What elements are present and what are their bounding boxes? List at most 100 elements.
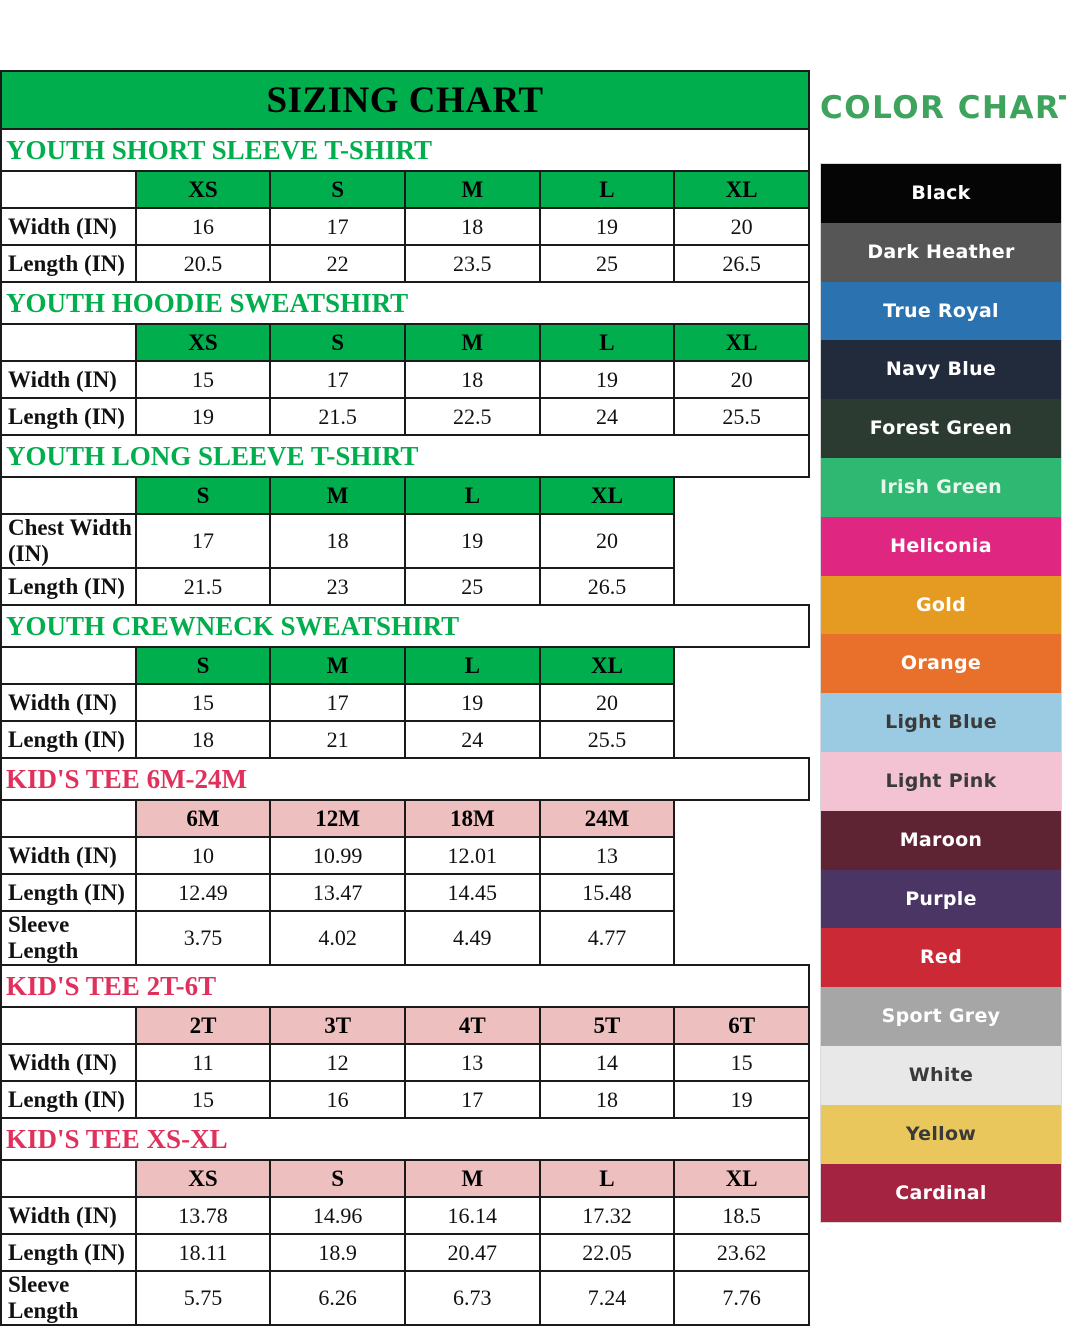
sizing-corner-cell [0, 1006, 137, 1045]
sizing-column-header-row: XS S M L XL [0, 1159, 810, 1198]
sizing-value-cell: 4.49 [403, 910, 541, 966]
sizing-column-header: XS [134, 170, 272, 209]
color-swatch: Light Pink [821, 751, 1061, 811]
sizing-value-cell: 25.5 [538, 720, 676, 759]
sizing-value-cell: 17 [269, 360, 406, 399]
sizing-spacer-cell [674, 647, 809, 684]
sizing-column-header: 2T [134, 1006, 272, 1045]
sizing-chart-table: SIZING CHART YOUTH SHORT SLEEVE T-SHIRT XS… [0, 70, 810, 1326]
color-swatch: Purple [821, 869, 1061, 929]
sizing-corner-cell [0, 799, 137, 838]
sizing-row-label: Width (IN) [0, 360, 137, 399]
sizing-value-cell: 18 [538, 1080, 676, 1119]
sizing-corner-cell [0, 646, 137, 685]
sizing-value-cell: 25.5 [673, 397, 810, 436]
sizing-column-header: S [269, 170, 406, 209]
color-swatch: Heliconia [821, 516, 1061, 576]
sizing-value-cell: 25 [403, 567, 541, 606]
sizing-column-header: XL [673, 170, 810, 209]
table-row: Width (IN) 15 17 19 20 [0, 683, 809, 722]
sizing-value-cell: 6.26 [269, 1270, 406, 1326]
sizing-value-cell: 7.76 [673, 1270, 810, 1326]
sizing-value-cell: 3.75 [134, 910, 272, 966]
sizing-row-label: Chest Width (IN) [0, 513, 137, 569]
sizing-value-cell: 19 [673, 1080, 810, 1119]
sizing-value-cell: 23 [269, 567, 406, 606]
color-swatch: Gold [821, 575, 1061, 635]
sizing-chart-title: SIZING CHART [0, 70, 810, 130]
sizing-corner-cell [0, 323, 137, 362]
sizing-section-title: YOUTH LONG SLEEVE T-SHIRT [0, 434, 810, 478]
sizing-value-cell: 17 [134, 513, 272, 569]
sizing-value-cell: 5.75 [134, 1270, 272, 1326]
sizing-value-cell: 18.9 [269, 1233, 406, 1272]
sizing-spacer-cell [674, 911, 809, 965]
sizing-value-cell: 16 [134, 207, 272, 246]
sizing-spacer-cell [674, 874, 809, 911]
sizing-column-header: L [538, 1159, 676, 1198]
sizing-chart-title-row: SIZING CHART [0, 70, 810, 130]
sizing-column-header: XS [134, 323, 272, 362]
color-chart-title: COLOR CHART [820, 90, 1066, 126]
sizing-row-label: Length (IN) [0, 567, 137, 606]
sizing-value-cell: 20.47 [403, 1233, 541, 1272]
sizing-value-cell: 11 [134, 1043, 272, 1082]
sizing-column-header: M [403, 323, 541, 362]
color-swatch: White [821, 1045, 1061, 1105]
sizing-row-label: Length (IN) [0, 244, 137, 283]
sizing-value-cell: 20 [538, 513, 676, 569]
sizing-column-header: L [538, 323, 676, 362]
sizing-column-header: 24M [538, 799, 676, 838]
table-row: Length (IN) 21.5 23 25 26.5 [0, 567, 809, 606]
sizing-value-cell: 20 [673, 360, 810, 399]
table-row: Width (IN) 15 17 18 19 20 [0, 360, 810, 399]
sizing-column-header-row: S M L XL [0, 646, 809, 685]
sizing-value-cell: 4.77 [538, 910, 676, 966]
color-swatch: Cardinal [821, 1163, 1061, 1223]
sizing-value-cell: 12 [269, 1043, 406, 1082]
sizing-section-heading-row: YOUTH HOODIE SWEATSHIRT [0, 281, 810, 325]
sizing-section-heading-row: KID'S TEE XS-XL [0, 1117, 810, 1161]
table-row: Sleeve Length 5.75 6.26 6.73 7.24 7.76 [0, 1270, 810, 1326]
sizing-corner-cell [0, 170, 137, 209]
sizing-value-cell: 10.99 [269, 836, 406, 875]
sizing-value-cell: 17.32 [538, 1196, 676, 1235]
sizing-value-cell: 18.11 [134, 1233, 272, 1272]
sizing-spacer-cell [674, 721, 809, 758]
sizing-corner-cell [0, 1159, 137, 1198]
sizing-value-cell: 10 [134, 836, 272, 875]
sizing-column-header: L [403, 476, 541, 515]
sizing-spacer-cell [674, 684, 809, 721]
color-chart-panel: COLOR CHART Black Dark Heather True Royal N… [820, 78, 1066, 1224]
sizing-column-header: XL [538, 476, 676, 515]
sizing-section-heading-row: YOUTH LONG SLEEVE T-SHIRT [0, 434, 810, 478]
table-row: Length (IN) 18 21 24 25.5 [0, 720, 809, 759]
sizing-value-cell: 19 [403, 513, 541, 569]
sizing-row-label: Width (IN) [0, 836, 137, 875]
table-row: Width (IN) 11 12 13 14 15 [0, 1043, 810, 1082]
sizing-column-header: 3T [269, 1006, 406, 1045]
sizing-column-header: 5T [538, 1006, 676, 1045]
sizing-value-cell: 20.5 [134, 244, 272, 283]
sizing-value-cell: 13 [538, 836, 676, 875]
sizing-column-header: XL [673, 1159, 810, 1198]
sizing-value-cell: 19 [538, 207, 676, 246]
sizing-column-header: XS [134, 1159, 272, 1198]
sizing-value-cell: 15 [134, 360, 272, 399]
sizing-column-header-row: XS S M L XL [0, 170, 810, 209]
sizing-value-cell: 18 [269, 513, 406, 569]
sizing-column-header: L [403, 646, 541, 685]
sizing-value-cell: 4.02 [269, 910, 406, 966]
sizing-value-cell: 16.14 [403, 1196, 541, 1235]
sizing-section-title: KID'S TEE 2T-6T [0, 964, 810, 1008]
sizing-value-cell: 15 [134, 683, 272, 722]
sizing-column-header: S [134, 646, 272, 685]
sizing-value-cell: 12.49 [134, 873, 272, 912]
color-swatch: Yellow [821, 1104, 1061, 1164]
sizing-column-header: S [269, 323, 406, 362]
sizing-column-header-row: S M L XL [0, 476, 809, 515]
sizing-column-header-row: XS S M L XL [0, 323, 810, 362]
sizing-value-cell: 23.62 [673, 1233, 810, 1272]
color-swatch: Orange [821, 634, 1061, 694]
sizing-column-header: M [269, 476, 406, 515]
